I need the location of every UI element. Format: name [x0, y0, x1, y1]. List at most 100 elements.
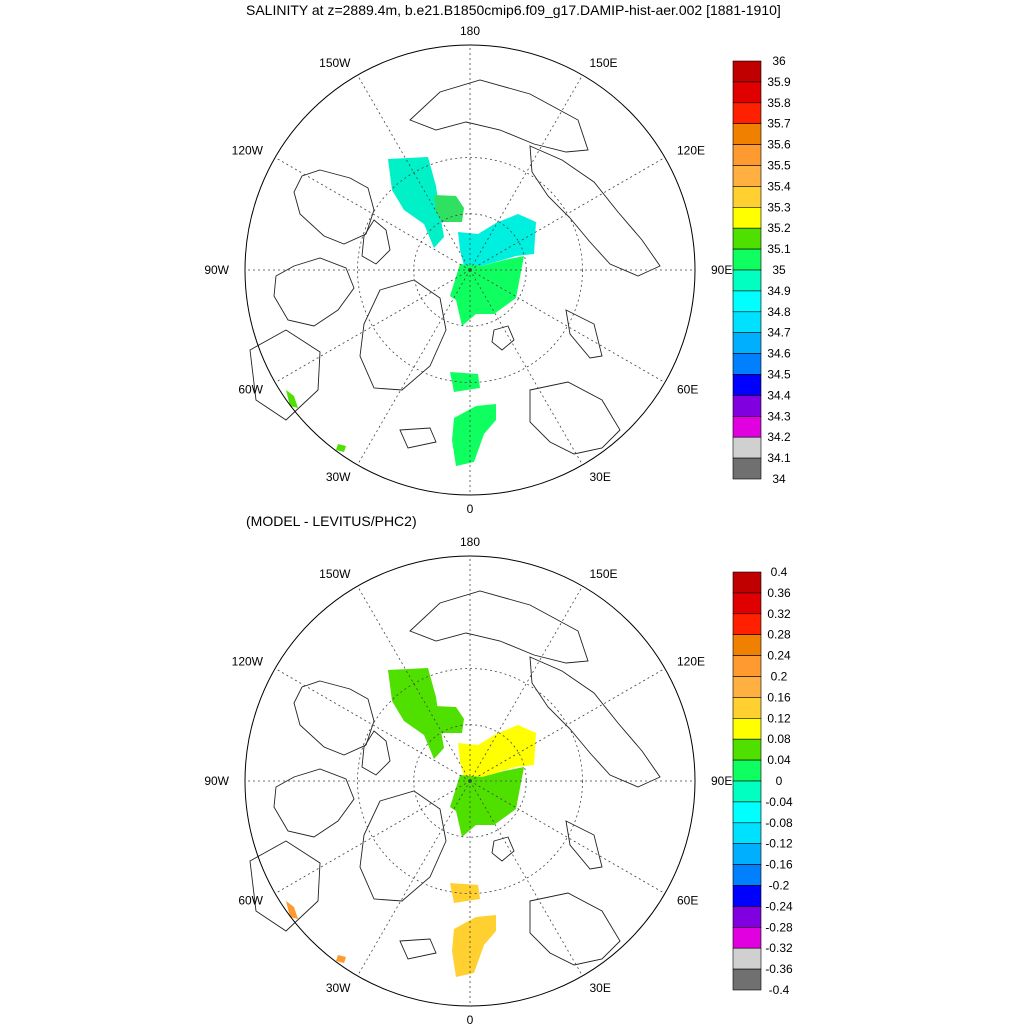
colorbar-swatch — [732, 102, 762, 125]
colorbar-label: 35.1 — [767, 242, 791, 256]
colorbar-label: 34.8 — [767, 305, 791, 319]
colorbar-label: 0.28 — [767, 628, 791, 642]
land-outline — [529, 656, 661, 788]
colorbar-swatch — [732, 311, 762, 333]
longitude-label: 60W — [238, 383, 263, 397]
longitude-label: 180 — [460, 24, 480, 38]
field-greenland-sea — [452, 404, 496, 466]
colorbar-label: 36 — [772, 54, 786, 68]
colorbar-label: -0.16 — [765, 858, 793, 872]
land-outline — [491, 836, 515, 862]
colorbar-bottom: 0.4 0.36 0.32 0.28 0.24 0.2 0.16 0.12 0.08 0.04 0 -… — [732, 565, 793, 997]
colorbar-label: 34 — [772, 472, 786, 486]
longitude-label: 90E — [711, 774, 732, 788]
colorbar-swatch — [732, 864, 762, 886]
longitude-label: 120W — [232, 655, 264, 669]
colorbar-label: 35.3 — [767, 200, 791, 214]
longitude-label: 60W — [238, 894, 263, 908]
colorbar-swatch — [732, 457, 762, 480]
map-panel-top: 180 150E 120E 90E 60E 30E 0 30W 60W 90W 120W 150W 36… — [204, 24, 791, 516]
colorbar-swatch — [732, 353, 762, 375]
colorbar-swatch — [732, 332, 762, 354]
colorbar-label: -0.12 — [765, 837, 793, 851]
colorbar-label: -0.24 — [765, 899, 793, 913]
field-atlantic-speck — [336, 444, 346, 452]
field-labrador-speck — [286, 390, 298, 408]
longitude-label: 0 — [467, 502, 474, 516]
field-canada-basin-west — [388, 668, 444, 759]
colorbar-label: 34.7 — [767, 326, 791, 340]
field-makarov-upper — [458, 725, 536, 777]
longitude-label: 120E — [677, 144, 705, 158]
colorbar-label: 0.36 — [767, 586, 791, 600]
longitude-label: 150E — [590, 56, 618, 70]
colorbar-label: 0.16 — [767, 690, 791, 704]
colorbar-swatch — [732, 613, 762, 635]
field-greenland-sea — [452, 915, 496, 977]
longitude-label: 180 — [460, 535, 480, 549]
colorbar-swatch — [732, 227, 762, 250]
land-outline — [273, 768, 355, 838]
colorbar-label: 0.2 — [771, 670, 788, 684]
colorbar-swatch — [732, 822, 762, 844]
longitude-label: 150E — [590, 567, 618, 581]
colorbar-swatch — [732, 801, 762, 824]
land-outline — [361, 219, 391, 265]
colorbar-label: -0.32 — [765, 941, 793, 955]
colorbar-label: 35 — [772, 263, 786, 277]
colorbar-swatch — [732, 144, 762, 166]
colorbar-swatch — [732, 906, 762, 928]
land-outline — [565, 820, 603, 870]
colorbar-swatch — [732, 123, 762, 145]
map-boundary — [244, 44, 696, 496]
colorbar-swatch — [732, 697, 762, 719]
colorbar-label: 0.04 — [767, 753, 791, 767]
colorbar-label: -0.28 — [765, 920, 793, 934]
colorbar-swatch — [732, 885, 762, 907]
colorbar-swatch — [732, 676, 762, 698]
meridian-line — [274, 780, 471, 894]
field-eurasian-basin — [450, 767, 524, 837]
longitude-label: 30E — [590, 470, 611, 484]
colorbar-label: -0.4 — [769, 983, 790, 997]
colorbar-label: 35.8 — [767, 96, 791, 110]
colorbar-label: 0.12 — [767, 711, 791, 725]
map-boundary — [244, 555, 696, 1007]
latitude-circle — [357, 668, 583, 894]
colorbar-label: 34.4 — [767, 388, 791, 402]
land-contours — [249, 79, 661, 455]
colorbar-swatch — [732, 395, 762, 417]
colorbar-label: 0 — [776, 774, 783, 788]
colorbar-label: 0.4 — [771, 565, 788, 579]
longitude-label: 120E — [677, 655, 705, 669]
colorbar-label: -0.36 — [765, 962, 793, 976]
colorbar-swatch — [732, 248, 762, 271]
colorbar-label: -0.04 — [765, 795, 793, 809]
colorbar-swatch — [732, 60, 762, 83]
field-canada-basin-west — [388, 157, 444, 248]
land-outline — [565, 309, 603, 359]
colorbar-swatch — [732, 436, 762, 459]
longitude-label: 150W — [319, 56, 351, 70]
colorbar-swatch — [732, 269, 762, 292]
colorbar-label: 35.7 — [767, 117, 791, 131]
colorbar-label: 34.5 — [767, 368, 791, 382]
colorbar-swatch — [732, 592, 762, 615]
colorbar-swatch — [732, 374, 762, 396]
colorbar-swatch — [732, 968, 762, 991]
colorbar-label: 34.2 — [767, 430, 791, 444]
colorbar-label: 34.9 — [767, 284, 791, 298]
colorbar-swatch — [732, 780, 762, 803]
colorbar-label: -0.2 — [769, 879, 790, 893]
longitude-label: 60E — [677, 894, 698, 908]
longitude-label: 30W — [326, 470, 351, 484]
colorbar-swatch — [732, 717, 762, 740]
colorbar-swatch — [732, 634, 762, 656]
colorbar-label: 0.32 — [767, 607, 791, 621]
longitude-label: 90E — [711, 263, 732, 277]
land-outline — [249, 329, 321, 421]
field-atlantic-speck — [336, 955, 346, 963]
longitude-label: 0 — [467, 1013, 474, 1024]
longitude-label: 30E — [590, 981, 611, 995]
